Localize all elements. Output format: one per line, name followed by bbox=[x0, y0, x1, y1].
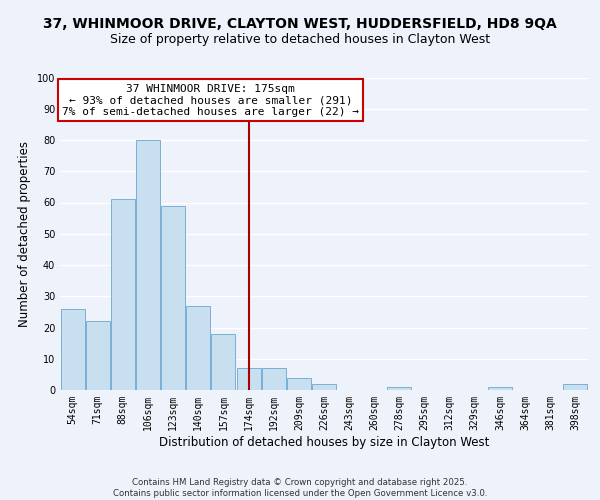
Bar bbox=[236, 368, 260, 390]
Text: Size of property relative to detached houses in Clayton West: Size of property relative to detached ho… bbox=[110, 32, 490, 46]
Bar bbox=[211, 334, 235, 390]
Y-axis label: Number of detached properties: Number of detached properties bbox=[18, 141, 31, 327]
Bar bbox=[61, 308, 85, 390]
Bar bbox=[187, 306, 210, 390]
Bar bbox=[111, 200, 135, 390]
X-axis label: Distribution of detached houses by size in Clayton West: Distribution of detached houses by size … bbox=[159, 436, 489, 448]
Text: 37 WHINMOOR DRIVE: 175sqm
← 93% of detached houses are smaller (291)
7% of semi-: 37 WHINMOOR DRIVE: 175sqm ← 93% of detac… bbox=[62, 84, 359, 117]
Text: 37, WHINMOOR DRIVE, CLAYTON WEST, HUDDERSFIELD, HD8 9QA: 37, WHINMOOR DRIVE, CLAYTON WEST, HUDDER… bbox=[43, 18, 557, 32]
Bar bbox=[136, 140, 160, 390]
Bar bbox=[388, 387, 412, 390]
Text: Contains HM Land Registry data © Crown copyright and database right 2025.
Contai: Contains HM Land Registry data © Crown c… bbox=[113, 478, 487, 498]
Bar bbox=[287, 378, 311, 390]
Bar bbox=[488, 387, 512, 390]
Bar bbox=[161, 206, 185, 390]
Bar bbox=[312, 384, 336, 390]
Bar bbox=[86, 322, 110, 390]
Bar bbox=[262, 368, 286, 390]
Bar bbox=[563, 384, 587, 390]
